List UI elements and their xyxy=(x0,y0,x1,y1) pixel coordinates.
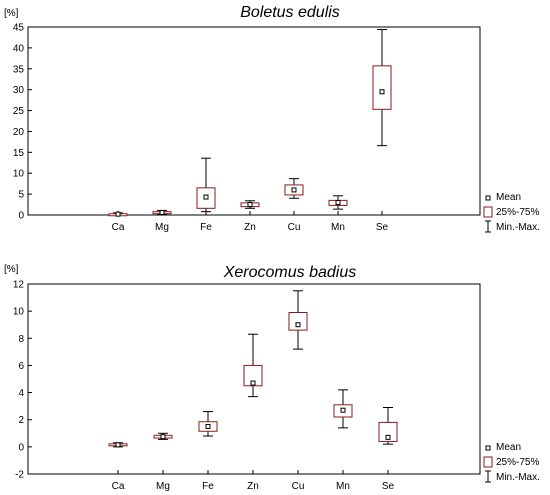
chart-title: Xerocomus badius xyxy=(223,264,357,281)
box-zn: Zn xyxy=(243,333,263,492)
x-tick-label: Fe xyxy=(200,222,212,233)
chart-title: Boletus edulis xyxy=(240,4,340,21)
box-mg: Mg xyxy=(153,432,173,492)
legend: Mean 25%-75% Min.-Max. xyxy=(483,192,540,233)
legend-box-label: 25%-75% xyxy=(496,207,539,218)
box-mg: Mg xyxy=(152,209,172,233)
legend-whisker-label: Min.-Max. xyxy=(496,222,540,233)
box-cu: Cu xyxy=(284,178,304,233)
iqr-box xyxy=(243,364,263,387)
legend-box-icon xyxy=(483,456,493,468)
mean-marker xyxy=(247,202,253,208)
box-fe: Fe xyxy=(196,157,216,233)
mean-marker xyxy=(205,424,211,429)
x-tick-label: Mg xyxy=(156,481,170,492)
x-tick-label: Mg xyxy=(155,222,169,233)
y-tick-label: 40 xyxy=(13,43,25,54)
legend-whisker-label: Min.-Max. xyxy=(496,472,540,483)
mean-marker xyxy=(203,194,209,200)
x-tick-label: Se xyxy=(382,481,395,492)
mean-marker xyxy=(250,380,256,386)
mean-marker xyxy=(291,187,297,193)
mean-marker xyxy=(335,199,341,205)
mean-marker xyxy=(160,434,166,440)
plot-frame xyxy=(27,283,481,475)
mean-marker xyxy=(340,407,346,413)
box-ca: Ca xyxy=(108,211,128,233)
box-cu: Cu xyxy=(288,290,308,492)
x-tick-label: Se xyxy=(376,222,389,233)
box-se: Se xyxy=(372,29,392,233)
y-tick-label: 5 xyxy=(18,190,24,201)
legend-box-icon xyxy=(483,206,493,218)
y-tick-label: 0 xyxy=(18,442,24,453)
y-tick-label: 8 xyxy=(18,334,24,345)
box-se: Se xyxy=(378,407,398,492)
box-mn: Mn xyxy=(328,195,348,233)
plot-frame xyxy=(27,26,481,216)
box-zn: Zn xyxy=(240,200,260,233)
x-tick-label: Cu xyxy=(288,222,301,233)
y-tick-label: 35 xyxy=(13,64,25,75)
y-tick-label: 12 xyxy=(13,280,25,291)
legend: Mean 25%-75% Min.-Max. xyxy=(483,442,540,483)
x-tick-label: Zn xyxy=(244,222,256,233)
x-tick-label: Ca xyxy=(112,222,125,233)
y-tick-label: 45 xyxy=(13,23,25,34)
y-tick-label: -2 xyxy=(15,470,24,481)
y-tick-label: 30 xyxy=(13,85,25,96)
x-tick-label: Cu xyxy=(292,481,305,492)
iqr-box xyxy=(372,65,392,110)
legend-mean-icon xyxy=(485,445,491,451)
box-mn: Mn xyxy=(333,389,353,492)
y-axis-unit: [%] xyxy=(4,264,19,275)
mean-marker xyxy=(379,89,385,95)
legend-box-label: 25%-75% xyxy=(496,457,539,468)
y-tick-label: 25 xyxy=(13,106,25,117)
iqr-box xyxy=(378,421,398,442)
x-tick-label: Mn xyxy=(336,481,350,492)
chart-xerocomus-badius: Xerocomus badius [%] -2 0 2 4 6 8 10 12 Ca Mg Fe Zn… xyxy=(4,264,540,492)
y-tick-label: 10 xyxy=(13,307,25,318)
legend-mean-label: Mean xyxy=(496,442,521,453)
y-tick-label: 2 xyxy=(18,415,24,426)
mean-marker xyxy=(295,322,301,328)
legend-mean-label: Mean xyxy=(496,192,521,203)
y-tick-label: 15 xyxy=(13,148,25,159)
mean-marker xyxy=(159,209,165,215)
y-tick-label: 4 xyxy=(18,388,24,399)
y-tick-label: 0 xyxy=(18,211,24,222)
x-tick-label: Mn xyxy=(331,222,345,233)
box-ca: Ca xyxy=(108,442,128,492)
y-axis-unit: [%] xyxy=(4,8,19,19)
x-tick-label: Fe xyxy=(202,481,214,492)
legend-mean-icon xyxy=(485,195,491,201)
mean-marker xyxy=(115,211,121,217)
x-tick-label: Zn xyxy=(247,481,259,492)
box-fe: Fe xyxy=(198,411,218,492)
chart-boletus-edulis: Boletus edulis [%] 0 5 10 15 20 25 30 35 40 45 Ca M… xyxy=(4,4,540,233)
iqr-box xyxy=(288,312,308,331)
y-tick-label: 10 xyxy=(13,169,25,180)
y-tick-label: 6 xyxy=(18,361,24,372)
mean-marker xyxy=(115,442,121,448)
y-tick-label: 20 xyxy=(13,127,25,138)
mean-marker xyxy=(385,434,391,440)
x-tick-label: Ca xyxy=(112,481,125,492)
